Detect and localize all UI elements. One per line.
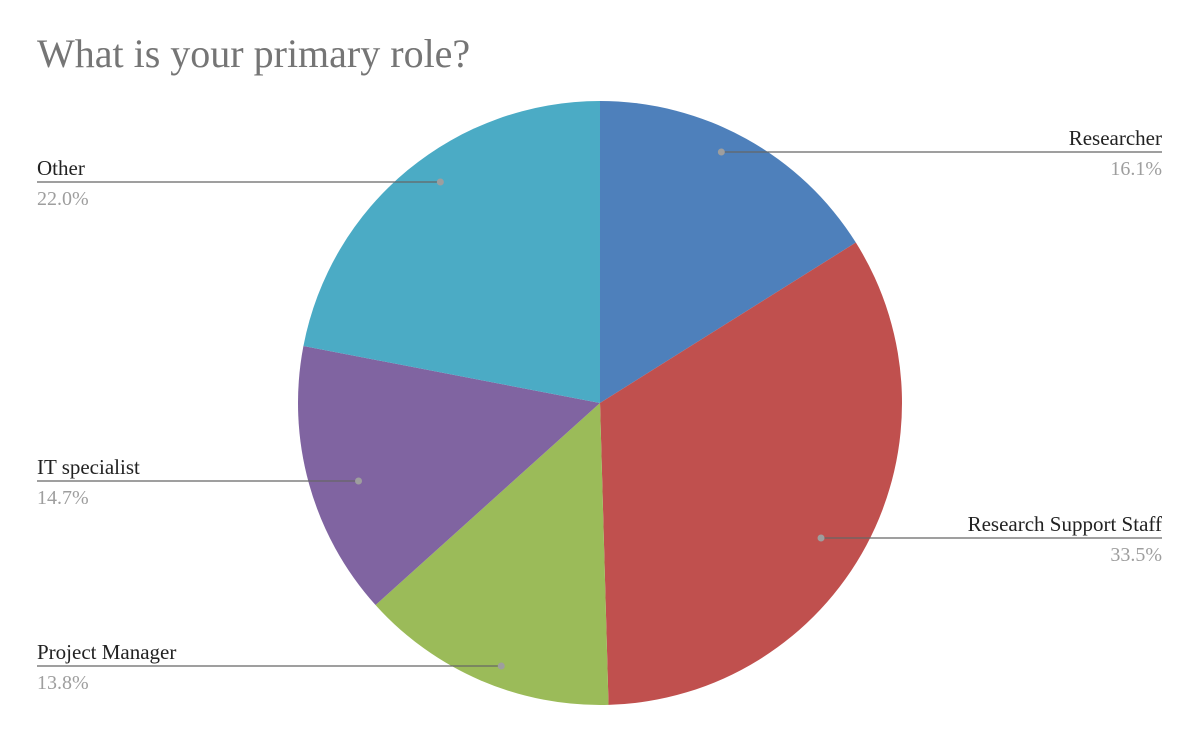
slice-percent: 14.7% [37,487,89,509]
slice-percent: 33.5% [1110,544,1162,566]
leader-dot [355,477,363,485]
slice-percent: 16.1% [1110,158,1162,180]
slice-percent: 22.0% [37,188,89,210]
chart-title: What is your primary role? [37,31,471,76]
pie-slice-it-specialist [298,346,600,606]
pie-slice-other [303,101,600,403]
slice-label: Research Support Staff [968,512,1162,536]
slice-label: Project Manager [37,640,176,664]
leader-dot [497,662,505,670]
pie-labels: Researcher 16.1% Research Support Staff 33.… [37,126,1162,694]
slice-percent: 13.8% [37,672,89,694]
slice-label: Other [37,156,85,180]
leader-dot [717,148,725,156]
pie-slices [298,101,902,705]
pie-slice-research-support-staff [600,242,902,705]
slice-label: IT specialist [37,455,140,479]
slice-label: Researcher [1069,126,1162,150]
pie-slice-researcher [600,101,856,403]
pie-slice-project-manager [375,403,609,705]
leader-dot [817,534,825,542]
leader-dot [436,178,444,186]
